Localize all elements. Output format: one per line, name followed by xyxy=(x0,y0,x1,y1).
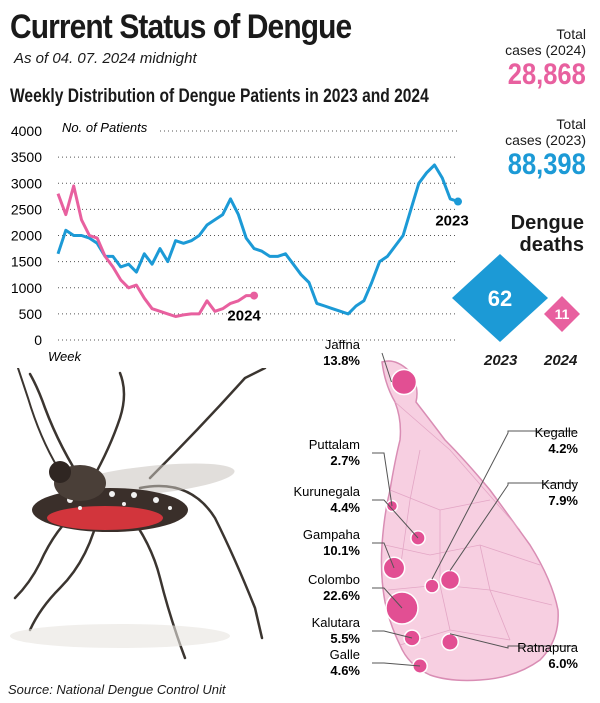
total-cases-2023: Total cases (2023) 88,398 xyxy=(494,116,586,182)
bubble-kegalle xyxy=(424,578,440,594)
chart-title: Weekly Distribution of Dengue Patients i… xyxy=(10,86,429,107)
y-tick-label: 3000 xyxy=(11,175,42,191)
y-axis-ticks: 0 500 1000 1500 2000 2500 3000 3500 4000 xyxy=(11,123,42,348)
district-bubbles xyxy=(382,368,461,674)
district-name-colombo: Colombo xyxy=(308,572,360,587)
deaths-2023-diamond xyxy=(452,254,548,342)
district-value-ratnapura: 6.0% xyxy=(548,656,578,671)
leader-ratnapura xyxy=(449,633,576,649)
series-2023-line xyxy=(56,163,459,316)
deaths-2024-value: 11 xyxy=(555,306,570,322)
weekly-line-chart: 0 500 1000 1500 2000 2500 3000 3500 4000 No. of … xyxy=(11,120,469,364)
deaths-2024-year: 2024 xyxy=(544,352,578,369)
x-axis-label: Week xyxy=(48,349,82,364)
mosquito-shadow xyxy=(10,624,230,648)
district-name-kurunegala: Kurunegala xyxy=(294,484,361,499)
leader-colombo xyxy=(372,587,403,609)
district-name-galle: Galle xyxy=(330,647,360,662)
deaths-2023-value: 62 xyxy=(488,286,512,311)
district-value-galle: 4.6% xyxy=(330,663,360,678)
series-2024-end-label: 2024 xyxy=(227,308,261,325)
y-tick-label: 1000 xyxy=(11,280,42,296)
y-tick-label: 2500 xyxy=(11,201,42,217)
leader-kegalle xyxy=(431,430,576,580)
series-2024-line xyxy=(56,184,255,318)
total-cases-2024: Total cases (2024) 28,868 xyxy=(494,26,586,92)
district-value-jaffna: 13.8% xyxy=(323,353,360,368)
leader-galle xyxy=(372,662,421,667)
district-value-puttalam: 2.7% xyxy=(330,453,360,468)
y-tick-label: 500 xyxy=(19,306,43,322)
district-name-kegalle: Kegalle xyxy=(535,425,578,440)
as-of-date: As of 04. 07. 2024 midnight xyxy=(14,50,197,67)
district-value-gampaha: 10.1% xyxy=(323,543,360,558)
y-tick-label: 1500 xyxy=(11,254,42,270)
deaths-2024-diamond xyxy=(544,296,580,332)
district-name-puttalam: Puttalam xyxy=(309,437,360,452)
district-value-colombo: 22.6% xyxy=(323,588,360,603)
leader-kurunegala xyxy=(372,499,419,539)
bubble-jaffna xyxy=(390,368,418,396)
sri-lanka-outline xyxy=(380,360,559,682)
leader-gampaha xyxy=(372,542,395,569)
district-name-jaffna: Jaffna xyxy=(325,340,361,352)
deaths-label-1: Dengue xyxy=(510,212,584,234)
series-2023-end-point xyxy=(454,197,462,206)
series-2024-end-point xyxy=(250,291,259,300)
district-name-ratnapura: Ratnapura xyxy=(517,640,578,655)
district-value-kurunegala: 4.4% xyxy=(330,500,360,515)
y-tick-label: 2000 xyxy=(11,228,42,244)
y-tick-label: 4000 xyxy=(11,123,42,139)
district-value-kandy: 7.9% xyxy=(548,493,578,508)
deaths-heading: Dengue deaths xyxy=(511,212,584,256)
total-cases-2024-label-1: Total xyxy=(556,26,586,42)
y-axis-label: No. of Patients xyxy=(62,120,148,135)
leader-lines xyxy=(372,352,576,667)
district-value-kegalle: 4.2% xyxy=(548,441,578,456)
district-name-kalutara: Kalutara xyxy=(312,615,361,630)
leader-puttalam xyxy=(372,452,393,507)
total-cases-2024-value: 28,868 xyxy=(507,58,586,91)
total-cases-2023-value: 88,398 xyxy=(507,148,586,181)
mosquito-blood xyxy=(47,506,163,530)
total-cases-2023-label-1: Total xyxy=(556,116,586,132)
deaths-diamonds: 62 11 xyxy=(452,254,580,342)
deaths-label-2: deaths xyxy=(519,234,584,256)
leader-jaffna xyxy=(381,352,392,383)
leader-kalutara xyxy=(372,630,413,639)
mosquito-head xyxy=(49,461,71,483)
source-note: Source: National Dengue Control Unit xyxy=(8,682,226,697)
page-title: Current Status of Dengue xyxy=(10,8,352,46)
mosquito-illustration xyxy=(10,368,267,660)
leader-kandy xyxy=(449,482,576,571)
district-value-kalutara: 5.5% xyxy=(330,631,360,646)
chart-grid xyxy=(58,130,458,341)
total-cases-2024-label-2: cases (2024) xyxy=(505,42,586,58)
series-2023-end-label: 2023 xyxy=(435,213,468,230)
district-name-kandy: Kandy xyxy=(541,477,578,492)
y-tick-label: 0 xyxy=(34,332,42,348)
bubble-kandy xyxy=(439,569,461,591)
bubble-ratnapura xyxy=(441,633,459,651)
total-cases-2023-label-2: cases (2023) xyxy=(505,132,586,148)
deaths-2023-year: 2023 xyxy=(484,352,518,369)
y-tick-label: 3500 xyxy=(11,149,42,165)
district-name-gampaha: Gampaha xyxy=(303,527,361,542)
